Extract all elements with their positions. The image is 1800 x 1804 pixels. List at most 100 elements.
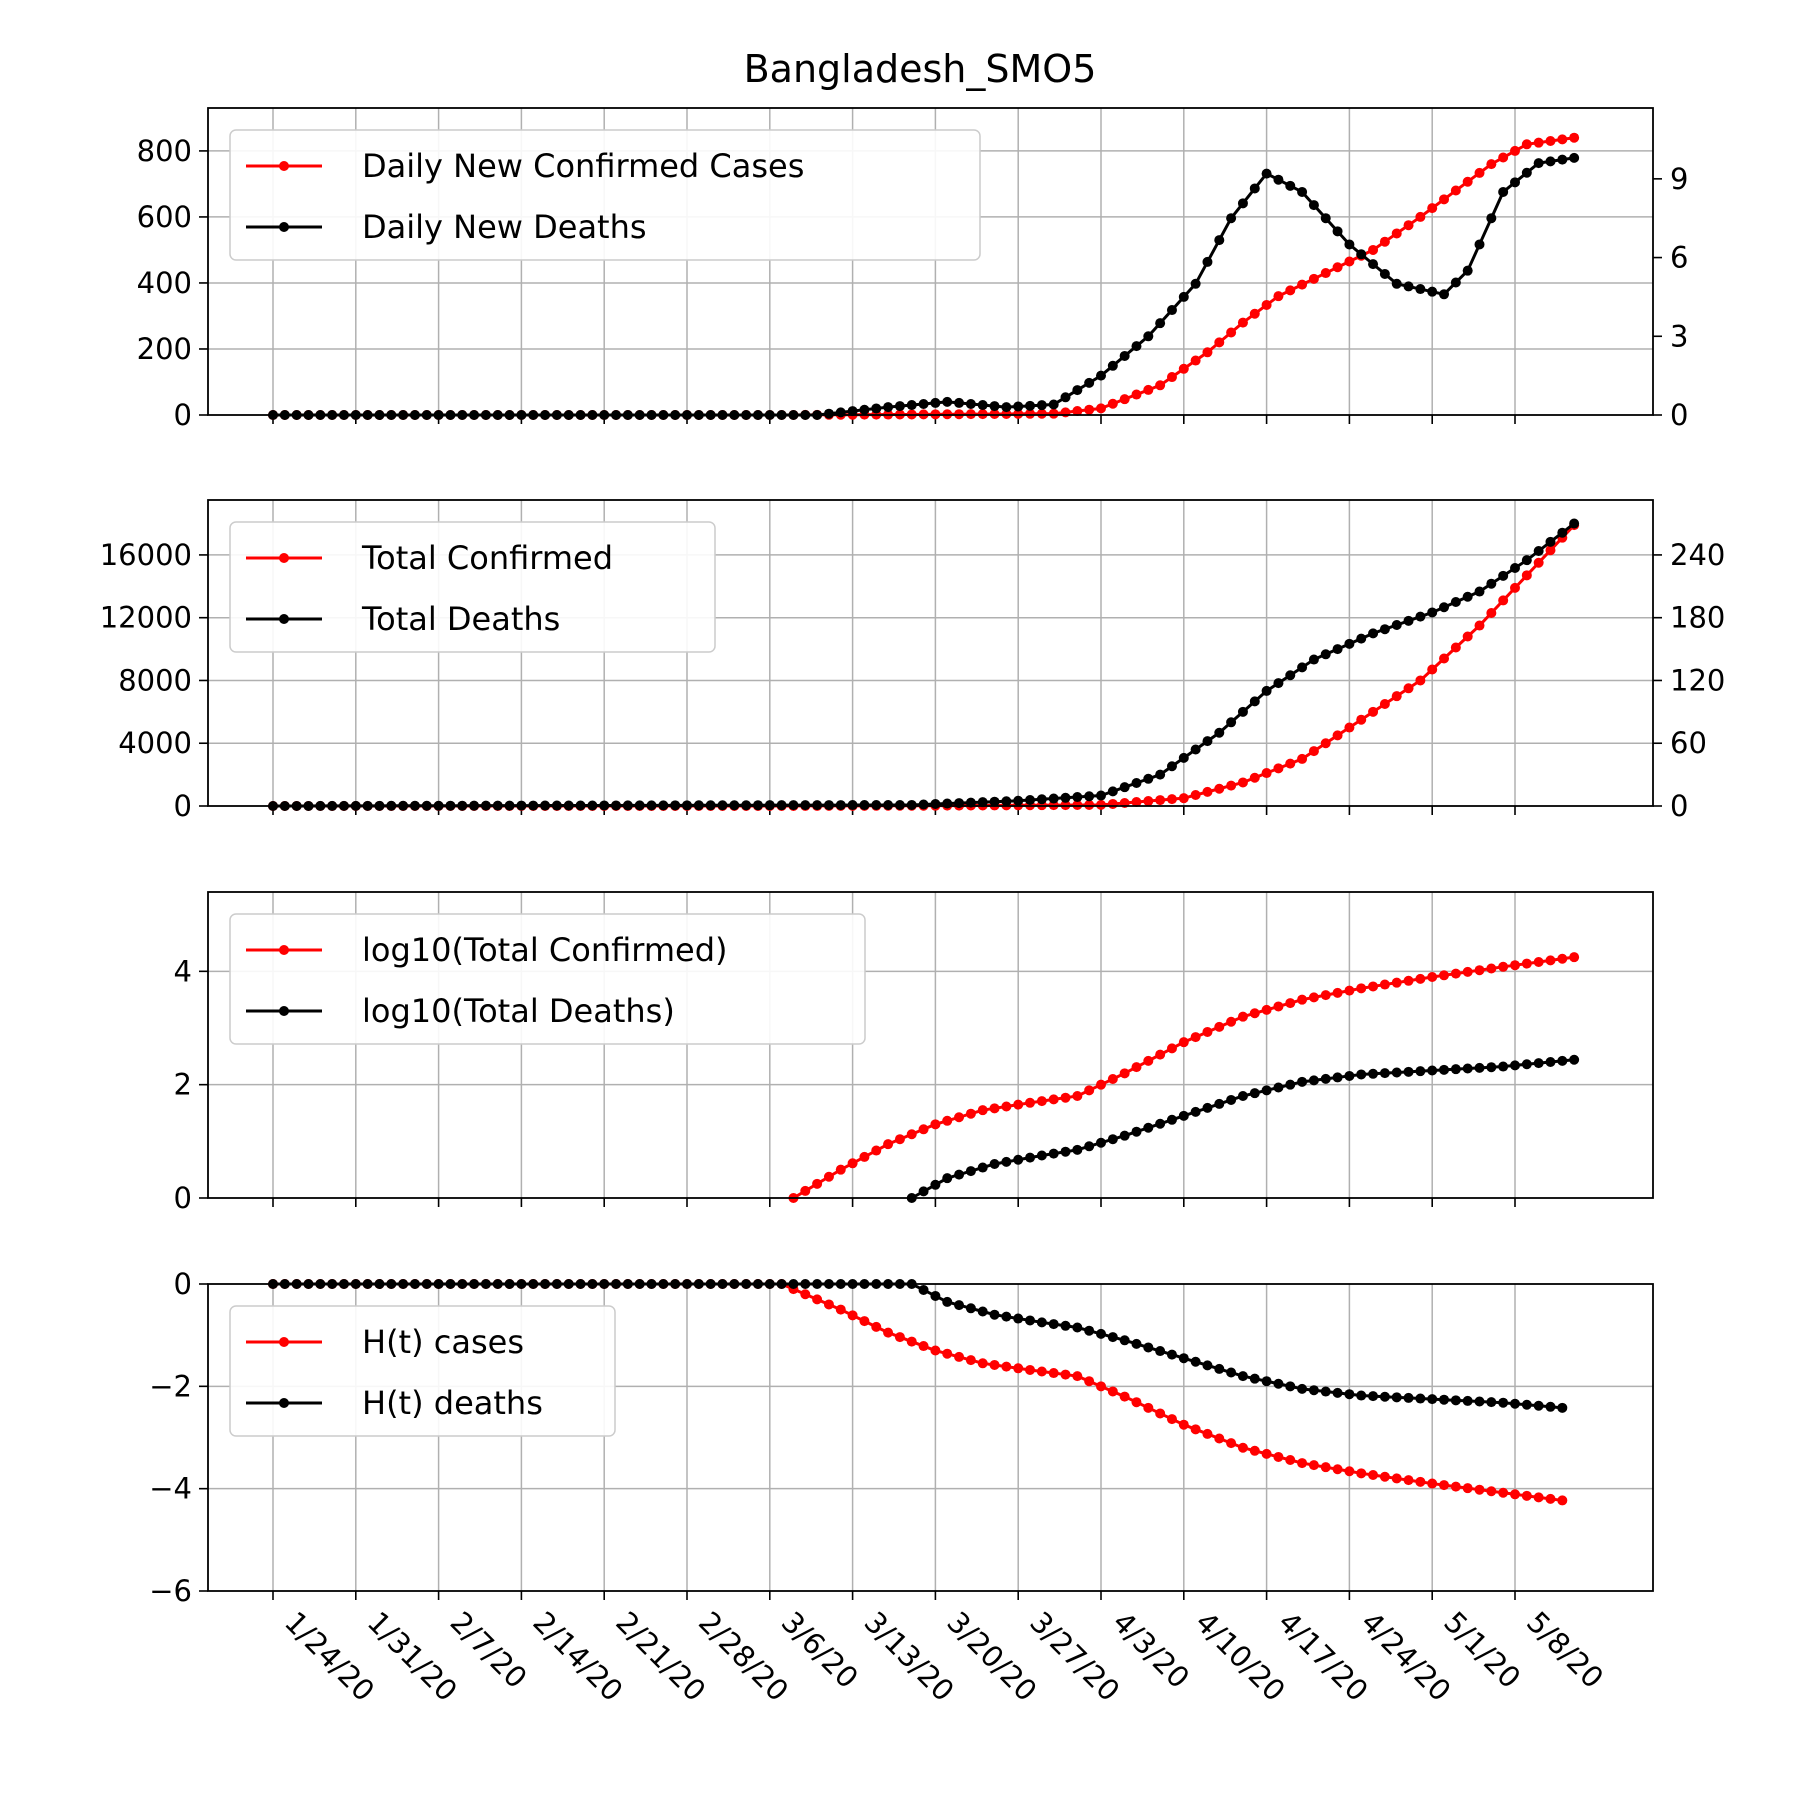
data-point: [1214, 235, 1225, 246]
y-tick-label: 8000: [118, 663, 192, 697]
data-point: [1368, 628, 1379, 639]
data-point: [1510, 177, 1520, 188]
data-point: [1344, 239, 1355, 250]
data-point: [1237, 1091, 1248, 1101]
data-point: [1379, 624, 1390, 635]
y-tick-label: 0: [174, 789, 192, 823]
data-point: [1533, 137, 1544, 148]
data-point: [1533, 1492, 1544, 1503]
data-point: [1356, 249, 1367, 260]
data-point: [1450, 185, 1461, 196]
y-tick-label: 800: [137, 134, 192, 168]
data-point: [1131, 1397, 1142, 1408]
data-point: [1025, 795, 1036, 806]
data-point: [1439, 289, 1450, 300]
data-point: [1415, 611, 1426, 622]
y2-tick-label: 60: [1670, 726, 1707, 760]
data-point: [1415, 1393, 1426, 1404]
data-point: [1533, 557, 1544, 568]
data-point: [1143, 796, 1154, 807]
data-point: [1320, 649, 1331, 660]
panel-3: 0 2 4 log10(Total Confirmed) log10(Total Dea…: [174, 891, 1654, 1215]
data-point: [1486, 1397, 1497, 1408]
data-point: [1013, 795, 1024, 806]
data-point: [1226, 213, 1237, 224]
data-point: [1533, 1400, 1544, 1411]
y2-tick-label: 9: [1670, 162, 1688, 196]
data-point: [942, 396, 953, 407]
data-point: [1226, 780, 1237, 791]
data-point: [1273, 763, 1284, 774]
data-point: [1403, 1475, 1414, 1486]
data-point: [1001, 1101, 1012, 1112]
data-point: [1356, 1069, 1367, 1080]
data-point: [1557, 1402, 1568, 1413]
data-point: [1261, 685, 1272, 696]
data-point: [1439, 970, 1450, 981]
data-point: [1084, 1085, 1095, 1096]
data-point: [1427, 664, 1438, 675]
data-point: [1166, 1349, 1177, 1360]
data-point: [1462, 966, 1473, 977]
data-point: [1391, 977, 1402, 988]
data-point: [1001, 402, 1012, 413]
data-point: [1237, 706, 1248, 717]
y2-tick-label: 3: [1670, 319, 1688, 353]
legend-box: [229, 1305, 616, 1437]
legend: Daily New Confirmed Cases Daily New Death…: [229, 129, 981, 261]
data-point: [1143, 1342, 1154, 1353]
data-point: [1048, 793, 1059, 804]
data-point: [859, 800, 870, 811]
data-point: [1569, 132, 1580, 143]
data-point: [1190, 355, 1201, 366]
data-point: [1001, 796, 1012, 807]
data-point: [942, 1348, 953, 1359]
data-point: [1427, 203, 1438, 214]
data-point: [1356, 1468, 1367, 1479]
data-point: [1025, 1364, 1036, 1375]
legend-swatch-marker: [279, 1006, 289, 1016]
data-point: [894, 1332, 905, 1343]
chart-title: Bangladesh_SMO5: [744, 47, 1097, 91]
data-point: [1036, 1317, 1047, 1328]
data-point: [1533, 546, 1544, 556]
data-point: [1261, 768, 1272, 779]
data-point: [1036, 1096, 1047, 1107]
data-point: [1450, 597, 1461, 607]
data-point: [1048, 1368, 1059, 1379]
data-point: [1308, 1385, 1319, 1396]
data-point: [1190, 790, 1201, 801]
data-point: [1096, 1079, 1106, 1090]
data-point: [1486, 213, 1497, 224]
data-point: [1119, 1130, 1130, 1141]
data-point: [1439, 602, 1450, 613]
data-point: [930, 799, 941, 810]
data-point: [1249, 1008, 1260, 1019]
data-point: [1320, 1073, 1331, 1084]
data-point: [1320, 738, 1331, 749]
data-point: [1202, 1428, 1213, 1439]
data-point: [1214, 783, 1225, 794]
data-point: [1214, 1098, 1225, 1109]
data-point: [1521, 1399, 1532, 1410]
data-point: [1131, 389, 1142, 400]
data-point: [1072, 1322, 1083, 1333]
data-point: [894, 401, 905, 412]
data-point: [965, 1166, 976, 1177]
data-point: [1048, 408, 1059, 419]
data-point: [1119, 1335, 1130, 1346]
data-point: [1202, 1102, 1213, 1113]
data-point: [1415, 1066, 1426, 1077]
data-point: [1557, 527, 1568, 538]
data-point: [965, 1108, 976, 1119]
data-point: [1143, 331, 1154, 342]
data-point: [1166, 372, 1177, 383]
data-point: [1297, 994, 1308, 1005]
legend-label: log10(Total Confirmed): [362, 931, 728, 969]
data-point: [1273, 678, 1284, 689]
data-point: [1498, 186, 1509, 197]
y-tick-label: 0: [174, 1267, 192, 1301]
data-point: [1060, 1092, 1071, 1103]
data-point: [894, 799, 905, 810]
data-point: [1332, 226, 1343, 237]
